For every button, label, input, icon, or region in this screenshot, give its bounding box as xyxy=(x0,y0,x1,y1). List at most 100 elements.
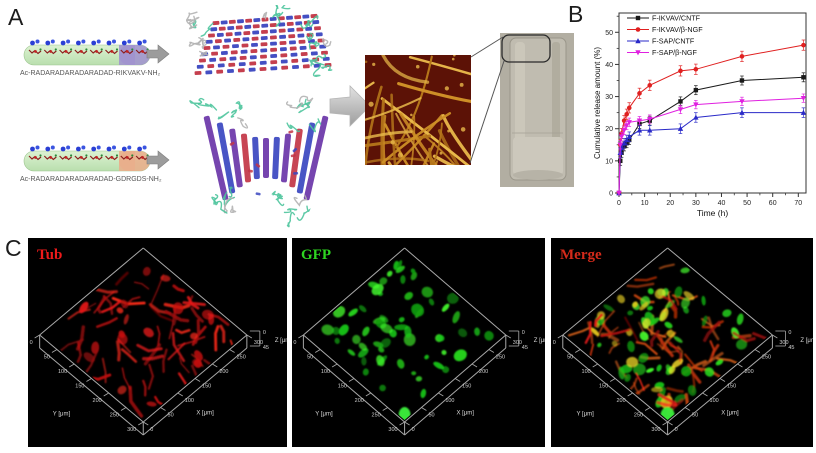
svg-text:250: 250 xyxy=(634,413,643,419)
svg-text:250: 250 xyxy=(237,355,246,361)
svg-text:50: 50 xyxy=(605,30,613,37)
svg-text:50: 50 xyxy=(307,355,313,361)
svg-text:F-SAP/CNTF: F-SAP/CNTF xyxy=(652,37,695,46)
panel-b-label: B xyxy=(568,1,584,27)
svg-text:10: 10 xyxy=(605,158,613,165)
svg-text:0: 0 xyxy=(150,427,153,433)
svg-text:100: 100 xyxy=(710,398,719,404)
svg-text:50: 50 xyxy=(567,355,573,361)
assembly-arrow-2-icon xyxy=(146,150,170,170)
svg-text:100: 100 xyxy=(321,369,330,375)
vial-callout-overlay xyxy=(469,34,551,164)
svg-text:250: 250 xyxy=(110,413,119,419)
svg-text:Merge: Merge xyxy=(560,247,602,263)
svg-text:0: 0 xyxy=(617,200,621,207)
svg-text:Time (h): Time (h) xyxy=(697,208,728,218)
result-arrow-icon xyxy=(329,85,371,127)
svg-text:20: 20 xyxy=(605,126,613,133)
svg-text:250: 250 xyxy=(762,355,771,361)
svg-text:0: 0 xyxy=(609,191,613,198)
svg-text:0: 0 xyxy=(522,330,525,336)
svg-text:X [μm]: X [μm] xyxy=(456,411,474,417)
svg-text:X [μm]: X [μm] xyxy=(196,411,214,417)
svg-text:100: 100 xyxy=(582,369,591,375)
svg-text:300: 300 xyxy=(127,427,136,433)
svg-text:F-IKVAV/CNTF: F-IKVAV/CNTF xyxy=(652,14,701,23)
svg-text:100: 100 xyxy=(185,398,194,404)
svg-text:Tub: Tub xyxy=(37,247,62,263)
svg-text:50: 50 xyxy=(692,413,698,419)
svg-text:150: 150 xyxy=(727,384,736,390)
svg-text:0: 0 xyxy=(788,330,791,336)
svg-text:Z [μm]: Z [μm] xyxy=(800,338,813,344)
peptide-2-sequence-label: Ac-RADARADARADARADAD-GDRGDS-NH₂ xyxy=(20,176,162,183)
svg-text:150: 150 xyxy=(338,384,347,390)
svg-text:45: 45 xyxy=(788,345,794,351)
svg-text:Y [μm]: Y [μm] xyxy=(315,412,333,418)
svg-text:70: 70 xyxy=(794,200,802,207)
svg-text:200: 200 xyxy=(744,369,753,375)
svg-text:Y [μm]: Y [μm] xyxy=(577,412,595,418)
svg-text:200: 200 xyxy=(479,369,488,375)
svg-text:60: 60 xyxy=(769,200,777,207)
beta-sheet-model-2 xyxy=(189,95,329,228)
svg-text:300: 300 xyxy=(779,340,788,346)
svg-text:300: 300 xyxy=(651,427,660,433)
beta-sheet-model-1 xyxy=(186,5,333,78)
svg-text:200: 200 xyxy=(616,398,625,404)
svg-text:250: 250 xyxy=(372,413,381,419)
svg-text:40: 40 xyxy=(718,200,726,207)
svg-text:150: 150 xyxy=(202,384,211,390)
svg-text:250: 250 xyxy=(496,355,505,361)
svg-text:150: 150 xyxy=(599,384,608,390)
svg-text:0: 0 xyxy=(675,427,678,433)
svg-text:30: 30 xyxy=(605,94,613,101)
svg-text:50: 50 xyxy=(428,413,434,419)
svg-text:10: 10 xyxy=(641,200,649,207)
peptide-1-sequence-label: Ac-RADARADARADARADAD-RIKVAKV-NH₂ xyxy=(20,70,161,77)
svg-text:Y [μm]: Y [μm] xyxy=(53,412,71,418)
svg-text:100: 100 xyxy=(445,398,454,404)
svg-text:300: 300 xyxy=(254,340,263,346)
svg-text:45: 45 xyxy=(522,345,528,351)
svg-text:45: 45 xyxy=(263,345,269,351)
peptide-2-cylinder-diagram xyxy=(23,145,151,172)
svg-text:20: 20 xyxy=(666,200,674,207)
afm-nanofiber-image xyxy=(365,55,471,165)
svg-text:0: 0 xyxy=(412,427,415,433)
svg-text:150: 150 xyxy=(75,384,84,390)
panel-c-label: C xyxy=(5,235,22,261)
svg-text:300: 300 xyxy=(388,427,397,433)
svg-text:Cumulative release amount (%): Cumulative release amount (%) xyxy=(593,47,602,159)
svg-text:Z [μm]: Z [μm] xyxy=(534,338,545,344)
svg-text:150: 150 xyxy=(462,384,471,390)
svg-text:50: 50 xyxy=(168,413,174,419)
svg-text:F-IKVAV/β-NGF: F-IKVAV/β-NGF xyxy=(652,25,703,34)
svg-text:GFP: GFP xyxy=(301,247,331,263)
hydrogel-vial-photo xyxy=(500,33,574,187)
svg-text:300: 300 xyxy=(513,340,522,346)
panel-a-label: A xyxy=(8,4,24,30)
svg-text:50: 50 xyxy=(44,355,50,361)
svg-text:0: 0 xyxy=(293,340,296,346)
svg-text:200: 200 xyxy=(93,398,102,404)
svg-text:40: 40 xyxy=(605,62,613,69)
svg-text:0: 0 xyxy=(30,340,33,346)
svg-text:Z [μm]: Z [μm] xyxy=(275,338,287,344)
svg-text:200: 200 xyxy=(219,369,228,375)
svg-text:50: 50 xyxy=(743,200,751,207)
svg-text:100: 100 xyxy=(58,369,67,375)
svg-text:0: 0 xyxy=(263,330,266,336)
peptide-1-cylinder-diagram xyxy=(23,39,151,66)
assembly-arrow-1-icon xyxy=(146,44,170,64)
svg-text:200: 200 xyxy=(355,398,364,404)
svg-text:F-SAP/β-NGF: F-SAP/β-NGF xyxy=(652,48,697,57)
svg-text:X [μm]: X [μm] xyxy=(721,411,739,417)
svg-text:30: 30 xyxy=(692,200,700,207)
svg-text:0: 0 xyxy=(553,340,556,346)
release-profile-chart: 0 10 20 30 40 50 60 70 0 10 20 30 40 50 Time (h) Cumula… xyxy=(593,12,807,218)
